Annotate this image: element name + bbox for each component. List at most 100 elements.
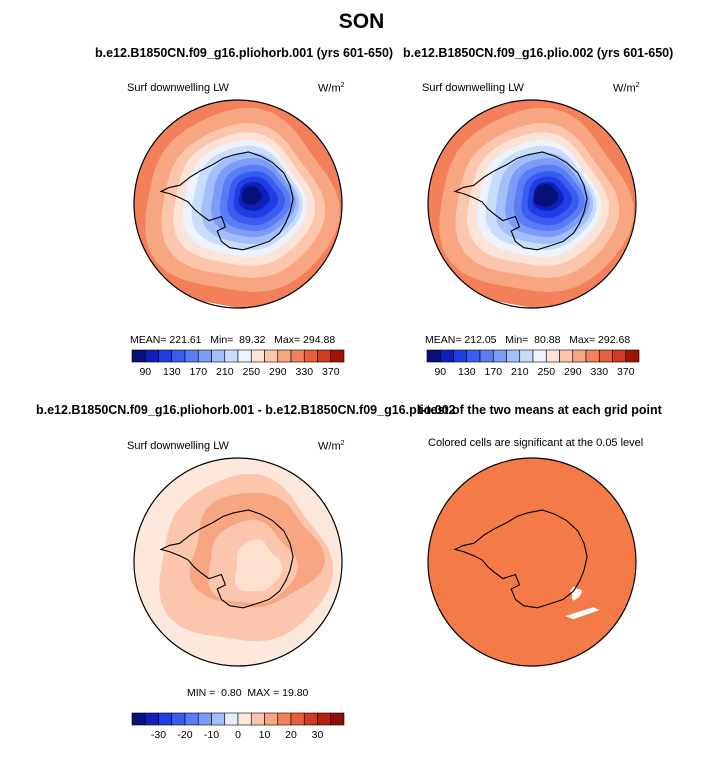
map-border: [133, 99, 343, 309]
colorbar-box: [572, 349, 587, 363]
colorbar-box: [131, 349, 146, 363]
colorbar-box: [317, 712, 332, 726]
colorbar-box: [625, 349, 640, 363]
colorbar-box: [479, 349, 494, 363]
colorbar-tick-label: 10: [259, 729, 271, 741]
map-fill: [428, 100, 636, 308]
colorbar-tick-label: 330: [591, 366, 609, 378]
colorbar-tick-label: 170: [190, 366, 208, 378]
colorbar-tick-label: 210: [511, 366, 529, 378]
colorbar-box: [532, 349, 547, 363]
panel-4-subtitle: Colored cells are significant at the 0.0…: [428, 437, 644, 449]
colorbar-box: [290, 712, 305, 726]
colorbar-tick-label: 0: [235, 729, 241, 741]
colorbar-tick-label: 250: [243, 366, 261, 378]
contour-band: [234, 539, 283, 592]
colorbar-box: [264, 349, 279, 363]
colorbar-box: [277, 349, 292, 363]
colorbar-box: [224, 712, 239, 726]
colorbar-tick-label: 20: [285, 729, 297, 741]
panel-3-title: b.e12.B1850CN.f09_g16.pliohorb.001 - b.e…: [36, 403, 456, 417]
colorbar-box: [426, 349, 441, 363]
panel-1-units-label: W/m2: [318, 82, 345, 95]
colorbar-box: [197, 712, 212, 726]
antarctica-coastline: [159, 151, 294, 251]
colorbar-box: [237, 712, 252, 726]
panel-3-units-label: W/m2: [318, 440, 345, 453]
colorbar-box: [264, 712, 279, 726]
panel-4-title: t-test of the two means at each grid poi…: [418, 403, 662, 417]
panel-2-stats: MEAN= 212.05 Min= 80.88 Max= 292.68: [425, 334, 631, 346]
colorbar-box: [519, 349, 534, 363]
panel-1-colorbar: 90 130 170 210 250 290 330 370: [131, 349, 345, 378]
panel-1-stats: MEAN= 221.61 Min= 89.32 Max= 294.88: [130, 334, 336, 346]
colorbar-tick-label: 290: [564, 366, 582, 378]
colorbar-box: [144, 349, 159, 363]
colorbar-box: [290, 349, 305, 363]
antarctica-coastline: [453, 509, 588, 609]
colorbar-box: [303, 712, 318, 726]
colorbar-tick-label: 170: [485, 366, 503, 378]
colorbar-tick-label: 290: [269, 366, 287, 378]
colorbar-box: [211, 349, 226, 363]
colorbar-box: [545, 349, 560, 363]
colorbar-box: [585, 349, 600, 363]
colorbar-tick-label: -30: [151, 729, 166, 741]
colorbar-box: [559, 349, 574, 363]
significant-area: [428, 458, 636, 666]
colorbar-box: [598, 349, 613, 363]
panel-3-stats: MIN = 0.80 MAX = 19.80: [187, 687, 309, 699]
panel-1-title: b.e12.B1850CN.f09_g16.pliohorb.001 (yrs …: [95, 46, 394, 60]
panel-3-colorbar: -30 -20 -10 0 10 20 30: [131, 712, 345, 741]
colorbar-box: [250, 712, 265, 726]
antarctica-coastline: [159, 509, 294, 609]
panel-1-variable-label: Surf downwelling LW: [127, 82, 229, 94]
colorbar-box: [453, 349, 468, 363]
colorbar-box: [158, 712, 173, 726]
non-significant-cell: [570, 586, 582, 601]
colorbar-box: [171, 349, 186, 363]
map-fill: [428, 458, 636, 666]
colorbar-box: [492, 349, 507, 363]
colorbar-tick-label: 250: [538, 366, 556, 378]
colorbar-box: [303, 349, 318, 363]
colorbar-box: [184, 349, 199, 363]
colorbar-box: [158, 349, 173, 363]
contour-band: [241, 186, 262, 205]
colorbar-box: [197, 349, 212, 363]
colorbar-tick-label: 130: [163, 366, 181, 378]
colorbar-box: [612, 349, 627, 363]
colorbar-tick-label: 370: [617, 366, 635, 378]
figure-title: SON: [338, 10, 385, 33]
colorbar-tick-label: 130: [458, 366, 476, 378]
map-border: [427, 457, 637, 667]
colorbar-tick-label: 330: [296, 366, 314, 378]
panel-2-variable-label: Surf downwelling LW: [422, 82, 524, 94]
colorbar-box: [171, 712, 186, 726]
panel-2-units-label: W/m2: [613, 82, 640, 95]
contour-band: [533, 184, 559, 207]
colorbar-box: [184, 712, 199, 726]
panel-2-title: b.e12.B1850CN.f09_g16.plio.002 (yrs 601-…: [403, 46, 674, 60]
colorbar-tick-label: 370: [322, 366, 340, 378]
panel-1-map: [133, 99, 343, 309]
colorbar-tick-label: -20: [177, 729, 192, 741]
colorbar-box: [277, 712, 292, 726]
non-significant-cell: [565, 607, 600, 620]
colorbar-box: [211, 712, 226, 726]
colorbar-box: [330, 349, 345, 363]
colorbar-box: [330, 712, 345, 726]
colorbar-tick-label: -10: [204, 729, 219, 741]
colorbar-box: [237, 349, 252, 363]
colorbar-tick-label: 30: [312, 729, 324, 741]
colorbar-tick-label: 90: [139, 366, 151, 378]
antarctica-coastline: [453, 151, 588, 251]
map-fill: [134, 100, 342, 308]
colorbar-tick-label: 210: [216, 366, 234, 378]
colorbar-box: [466, 349, 481, 363]
panel-3-variable-label: Surf downwelling LW: [127, 440, 229, 452]
colorbar-tick-label: 90: [434, 366, 446, 378]
colorbar-box: [224, 349, 239, 363]
map-fill: [134, 458, 342, 666]
panel-4-map: [427, 457, 637, 667]
